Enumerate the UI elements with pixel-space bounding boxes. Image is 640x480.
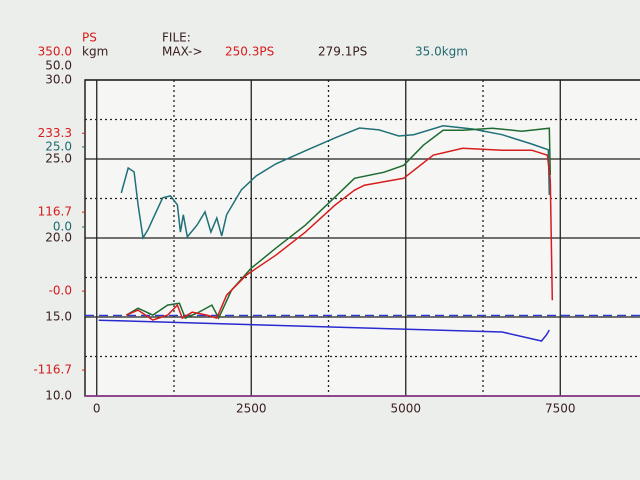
y-tick-label: 20.0	[45, 231, 72, 245]
kgm-unit: kgm	[82, 45, 108, 59]
y2-tick-label: -116.7	[33, 363, 72, 377]
max-label: MAX->	[162, 45, 203, 59]
x-tick-label: 2500	[236, 402, 267, 416]
ps-top: 350.0	[38, 45, 72, 59]
y-tick-label: 15.0	[45, 310, 72, 324]
y-tick-label: 30.0	[45, 73, 72, 87]
kgm-top: 50.0	[45, 59, 72, 73]
max-torque: 35.0kgm	[415, 45, 468, 59]
x-tick-label: 5000	[390, 402, 421, 416]
series-line	[126, 147, 554, 321]
ps-unit: PS	[82, 31, 97, 45]
max-green: 279.1PS	[318, 45, 367, 59]
max-red: 250.3PS	[225, 45, 274, 59]
y2-tick-label: 233.3	[38, 126, 72, 140]
x-tick-label: 7500	[545, 402, 576, 416]
y-tick-label: 25.0	[45, 152, 72, 166]
y-tick-label: 10.0	[45, 389, 72, 403]
series-line	[120, 125, 551, 240]
file-label: FILE:	[162, 31, 191, 45]
series-line	[125, 127, 552, 320]
y3-tick-label: 0.0	[53, 219, 72, 233]
y2-tick-label: -0.0	[49, 284, 72, 298]
x-tick-label: 0	[93, 402, 101, 416]
y2-tick-label: 116.7	[38, 205, 72, 219]
y3-tick-label: 25.0	[45, 139, 72, 153]
series-line	[98, 319, 550, 342]
